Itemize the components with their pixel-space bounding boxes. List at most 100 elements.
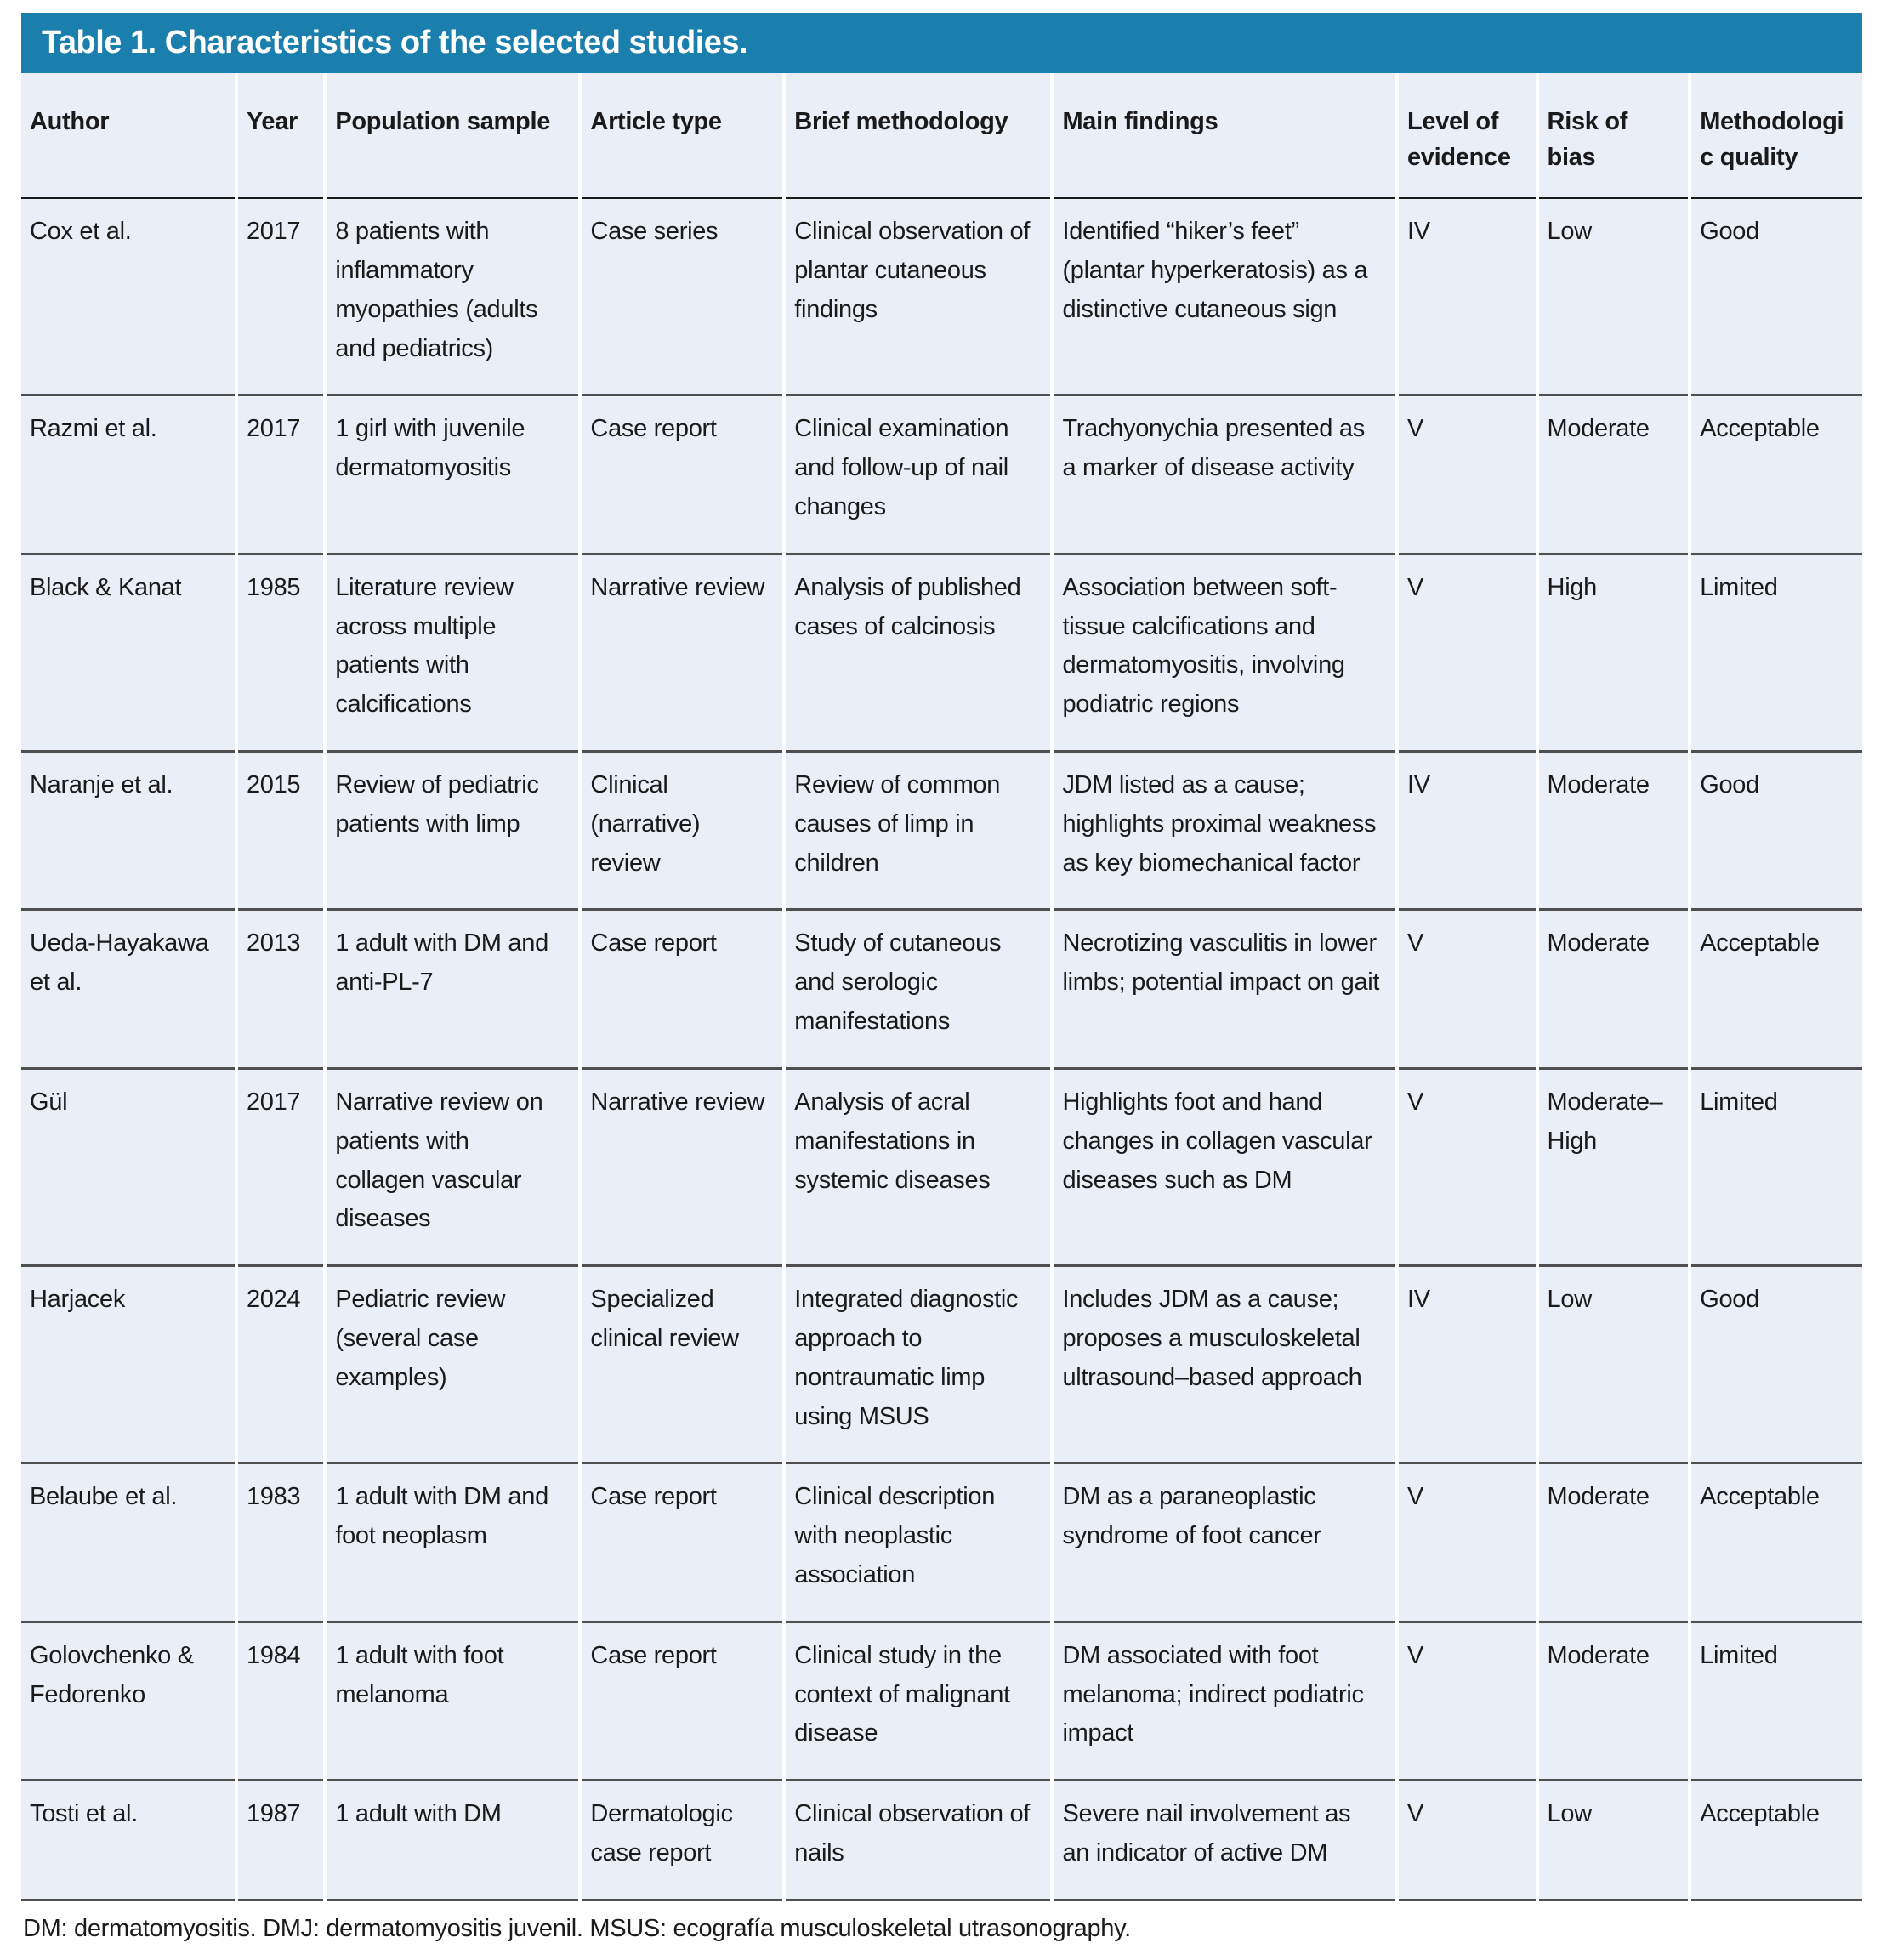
table-cell: Trachyonychia presented as a marker of d… — [1054, 396, 1395, 555]
table-cell: 2013 — [237, 911, 324, 1070]
table-cell: High — [1538, 554, 1689, 753]
table-cell: Association between soft-tissue calcific… — [1054, 554, 1395, 753]
column-header: Population sample — [327, 73, 579, 200]
table-container: Table 1. Characteristics of the selected… — [21, 13, 1862, 1901]
table-cell: IV — [1398, 753, 1536, 912]
table-cell: DM associated with foot melanoma; indire… — [1054, 1622, 1395, 1782]
header-row: Author Year Population sample Article type B… — [21, 73, 1862, 200]
table-cell: V — [1398, 1622, 1536, 1782]
table-cell: Review of pediatric patients with limp — [327, 753, 579, 912]
column-header: Risk of bias — [1538, 73, 1689, 200]
table-cell: Case report — [582, 1464, 783, 1623]
table-cell: Clinical study in the context of maligna… — [786, 1622, 1051, 1782]
table-cell: Narrative review — [582, 1069, 783, 1268]
column-header: Brief methodology — [786, 73, 1051, 200]
table-cell: Specialized clinical review — [582, 1267, 783, 1465]
table-cell: Case series — [582, 199, 783, 397]
table-cell: 2017 — [237, 1069, 324, 1268]
table-title: Table 1. Characteristics of the selected… — [42, 25, 748, 60]
table-cell: Good — [1691, 753, 1862, 912]
table-cell: Naranje et al. — [21, 753, 235, 912]
table-cell: Pediatric review (several case examples) — [327, 1267, 579, 1465]
table-cell: Acceptable — [1691, 1464, 1862, 1623]
table-cell: 2017 — [237, 199, 324, 397]
table-cell: Severe nail involvement as an indicator … — [1054, 1781, 1395, 1901]
table-cell: V — [1398, 911, 1536, 1070]
table-cell: Clinical (narrative) review — [582, 753, 783, 912]
table-row: Tosti et al. 1987 1 adult with DM Dermatolo… — [21, 1781, 1862, 1901]
table-row: Cox et al. 2017 8 patients with inflammato… — [21, 199, 1862, 397]
studies-table: Author Year Population sample Article type B… — [18, 73, 1866, 1901]
table-cell: Moderate — [1538, 1464, 1689, 1623]
table-cell: 2015 — [237, 753, 324, 912]
table-row: Razmi et al. 2017 1 girl with juvenile der… — [21, 396, 1862, 555]
table-cell: Identified “hiker’s feet” (plantar hyper… — [1054, 199, 1395, 397]
table-row: Harjacek 2024 Pediatric review (several ca… — [21, 1267, 1862, 1465]
table-cell: Low — [1538, 1781, 1689, 1901]
table-row: Belaube et al. 1983 1 adult with DM and fo… — [21, 1464, 1862, 1623]
table-cell: 1983 — [237, 1464, 324, 1623]
table-cell: JDM listed as a cause; highlights proxim… — [1054, 753, 1395, 912]
table-title-bar: Table 1. Characteristics of the selected… — [21, 13, 1862, 73]
table-cell: Good — [1691, 199, 1862, 397]
table-cell: V — [1398, 554, 1536, 753]
table-cell: Harjacek — [21, 1267, 235, 1465]
table-cell: Golovchenko & Fedorenko — [21, 1622, 235, 1782]
table-cell: Analysis of acral manifestations in syst… — [786, 1069, 1051, 1268]
table-cell: Limited — [1691, 1069, 1862, 1268]
table-cell: IV — [1398, 1267, 1536, 1465]
table-cell: Black & Kanat — [21, 554, 235, 753]
table-row: Gül 2017 Narrative review on patients with… — [21, 1069, 1862, 1268]
table-cell: Clinical observation of plantar cutaneou… — [786, 199, 1051, 397]
table-cell: Acceptable — [1691, 1781, 1862, 1901]
table-head: Author Year Population sample Article type B… — [21, 73, 1862, 200]
table-cell: 2017 — [237, 396, 324, 555]
table-cell: Ueda-Hayakawa et al. — [21, 911, 235, 1070]
table-cell: V — [1398, 396, 1536, 555]
table-cell: Analysis of published cases of calcinosi… — [786, 554, 1051, 753]
table-footnote: DM: dermatomyositis. DMJ: dermatomyositi… — [23, 1914, 1131, 1942]
table-cell: Literature review across multiple patien… — [327, 554, 579, 753]
table-cell: Low — [1538, 1267, 1689, 1465]
table-cell: 1 adult with DM and anti-PL-7 — [327, 911, 579, 1070]
table-cell: Moderate — [1538, 911, 1689, 1070]
table-cell: 2024 — [237, 1267, 324, 1465]
table-cell: Narrative review on patients with collag… — [327, 1069, 579, 1268]
table-cell: Moderate — [1538, 396, 1689, 555]
table-cell: Good — [1691, 1267, 1862, 1465]
table-cell: 1987 — [237, 1781, 324, 1901]
column-header: Year — [237, 73, 324, 200]
table-row: Golovchenko & Fedorenko 1984 1 adult with … — [21, 1622, 1862, 1782]
table-cell: 8 patients with inflammatory myopathies … — [327, 199, 579, 397]
table-cell: Limited — [1691, 554, 1862, 753]
table-cell: Limited — [1691, 1622, 1862, 1782]
table-cell: Clinical examination and follow-up of na… — [786, 396, 1051, 555]
table-cell: 1 adult with DM and foot neoplasm — [327, 1464, 579, 1623]
table-cell: Clinical description with neoplastic ass… — [786, 1464, 1051, 1623]
table-cell: DM as a paraneoplastic syndrome of foot … — [1054, 1464, 1395, 1623]
table-cell: Dermatologic case report — [582, 1781, 783, 1901]
table-cell: V — [1398, 1781, 1536, 1901]
table-cell: Acceptable — [1691, 396, 1862, 555]
table-cell: Case report — [582, 911, 783, 1070]
table-cell: Necrotizing vasculitis in lower limbs; p… — [1054, 911, 1395, 1070]
table-cell: Includes JDM as a cause; proposes a musc… — [1054, 1267, 1395, 1465]
table-cell: Case report — [582, 1622, 783, 1782]
table-row: Black & Kanat 1985 Literature review acros… — [21, 554, 1862, 753]
column-header: Methodologic quality — [1691, 73, 1862, 200]
table-cell: Case report — [582, 396, 783, 555]
column-header: Main findings — [1054, 73, 1395, 200]
table-cell: Acceptable — [1691, 911, 1862, 1070]
table-cell: Integrated diagnostic approach to nontra… — [786, 1267, 1051, 1465]
table-row: Naranje et al. 2015 Review of pediatric pa… — [21, 753, 1862, 912]
table-cell: Highlights foot and hand changes in coll… — [1054, 1069, 1395, 1268]
table-body: Cox et al. 2017 8 patients with inflammato… — [21, 199, 1862, 1901]
column-header: Article type — [582, 73, 783, 200]
table-cell: Low — [1538, 199, 1689, 397]
table-cell: Clinical observation of nails — [786, 1781, 1051, 1901]
table-cell: Belaube et al. — [21, 1464, 235, 1623]
table-cell: IV — [1398, 199, 1536, 397]
table-cell: Study of cutaneous and serologic manifes… — [786, 911, 1051, 1070]
table-row: Ueda-Hayakawa et al. 2013 1 adult with DM … — [21, 911, 1862, 1070]
table-cell: Moderate–High — [1538, 1069, 1689, 1268]
